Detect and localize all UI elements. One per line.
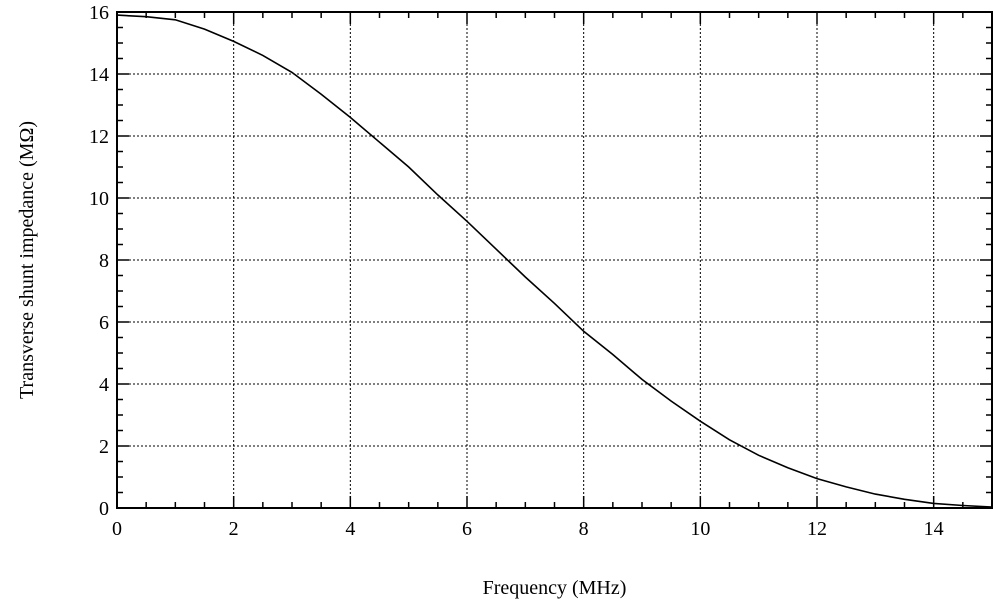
y-tick-label: 16 bbox=[89, 2, 109, 24]
x-tick-label: 14 bbox=[924, 518, 944, 540]
y-tick-label: 10 bbox=[89, 188, 109, 210]
x-tick-label: 12 bbox=[807, 518, 827, 540]
x-tick-label: 0 bbox=[112, 518, 122, 540]
x-tick-label: 2 bbox=[229, 518, 239, 540]
y-axis-label: Transverse shunt impedance (MΩ) bbox=[16, 121, 38, 399]
x-tick-label: 10 bbox=[690, 518, 710, 540]
tick-labels: 0 2 4 6 8 10 12 14 0 2 4 6 8 10 12 14 16 bbox=[89, 2, 944, 540]
x-tick-label: 6 bbox=[462, 518, 472, 540]
ticks-layer bbox=[116, 11, 993, 509]
grid-layer bbox=[117, 12, 992, 508]
x-axis-label: Frequency (MHz) bbox=[483, 577, 627, 599]
series-line bbox=[116, 14, 993, 508]
y-tick-label: 14 bbox=[89, 64, 109, 86]
y-tick-label: 2 bbox=[99, 436, 109, 458]
y-tick-label: 12 bbox=[89, 126, 109, 148]
y-tick-label: 6 bbox=[99, 312, 109, 334]
y-tick-label: 4 bbox=[99, 374, 109, 396]
x-tick-label: 8 bbox=[579, 518, 589, 540]
series-layer bbox=[116, 14, 993, 508]
y-tick-label: 8 bbox=[99, 250, 109, 272]
y-tick-label: 0 bbox=[99, 498, 109, 520]
x-tick-label: 4 bbox=[345, 518, 355, 540]
